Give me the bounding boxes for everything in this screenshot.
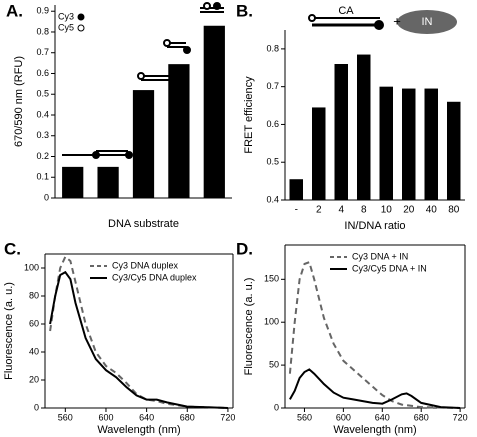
x-tick-label: 8 <box>361 205 367 216</box>
panel-label: C. <box>4 239 21 258</box>
line-series <box>49 270 228 409</box>
bar <box>424 88 438 200</box>
bar <box>334 64 348 200</box>
y-tick-label: 0.3 <box>36 130 49 140</box>
y-tick-label: 0.8 <box>266 43 279 53</box>
bar <box>132 90 155 198</box>
annotation: IN <box>422 16 433 28</box>
y-tick-label: 0.4 <box>36 109 49 119</box>
panel-label: A. <box>6 1 23 20</box>
y-tick-label: 0.6 <box>266 119 279 129</box>
annotation: + <box>393 13 401 28</box>
y-tick-label: 0.7 <box>36 47 49 57</box>
y-tick-label: 0 <box>44 192 49 202</box>
panel-label: B. <box>236 1 253 20</box>
legend-label: Cy3 <box>58 11 74 21</box>
bar <box>168 64 190 198</box>
x-tick-label: 560 <box>58 412 73 422</box>
annotation: CA <box>338 5 354 17</box>
y-tick-label: 80 <box>29 290 39 300</box>
y-axis-label: Fluorescence (a. u.) <box>3 282 15 380</box>
x-tick-label: 560 <box>297 412 312 422</box>
bar <box>402 88 416 200</box>
bar <box>62 166 84 198</box>
x-tick-label: 680 <box>414 412 429 422</box>
x-tick-label: 4 <box>338 205 344 216</box>
x-axis-label: Wavelength (nm) <box>97 424 180 436</box>
y-tick-label: 150 <box>264 274 279 284</box>
y-tick-label: 0.5 <box>36 89 49 99</box>
x-tick-label: 640 <box>139 412 154 422</box>
x-tick-label: 80 <box>448 205 460 216</box>
line-series <box>288 260 461 409</box>
legend-label: Cy3/Cy5 DNA duplex <box>112 272 197 282</box>
bar <box>447 101 461 200</box>
y-tick-label: 100 <box>264 317 279 327</box>
bar <box>357 54 371 200</box>
y-axis-label: FRET efficiency <box>243 76 255 154</box>
y-tick-label: 20 <box>29 374 39 384</box>
x-tick-label: 600 <box>336 412 351 422</box>
x-tick-label: 10 <box>381 205 393 216</box>
x-tick-label: 40 <box>426 205 438 216</box>
y-tick-label: 0.7 <box>266 81 279 91</box>
legend-symbol <box>77 13 85 21</box>
x-tick-label: 2 <box>316 205 322 216</box>
line-series <box>289 368 461 409</box>
y-axis-label: Fluorescence (a. u.) <box>243 278 255 376</box>
legend-label: Cy3 DNA duplex <box>112 260 179 270</box>
legend-symbol <box>77 24 85 32</box>
x-tick-label: 720 <box>220 412 235 422</box>
y-tick-label: 0.5 <box>266 157 279 167</box>
panel-label: D. <box>236 239 253 258</box>
y-tick-label: 0.8 <box>36 26 49 36</box>
line-series <box>49 255 228 409</box>
bar <box>203 25 225 199</box>
y-tick-label: 60 <box>29 318 39 328</box>
x-axis-label: IN/DNA ratio <box>344 220 405 232</box>
x-tick-label: 600 <box>98 412 113 422</box>
bar <box>289 179 303 200</box>
y-tick-label: 50 <box>269 359 279 369</box>
x-tick-label: 640 <box>375 412 390 422</box>
y-tick-label: 0.9 <box>36 6 49 16</box>
y-tick-label: 100 <box>24 262 39 272</box>
bar <box>97 166 119 198</box>
x-axis-label: DNA substrate <box>108 218 179 230</box>
y-axis-label: 670/590 nm (RFU) <box>13 56 25 147</box>
y-tick-label: 0.1 <box>36 172 49 182</box>
y-tick-label: 0.4 <box>266 194 279 204</box>
x-tick-label: - <box>295 205 298 216</box>
y-tick-label: 0.2 <box>36 151 49 161</box>
x-tick-label: 20 <box>403 205 415 216</box>
y-tick-label: 0 <box>274 402 279 412</box>
bar <box>312 107 326 200</box>
legend-label: Cy5 <box>58 22 74 32</box>
legend-label: Cy3 DNA + IN <box>352 251 408 261</box>
bar <box>379 86 393 200</box>
x-axis-label: Wavelength (nm) <box>333 424 416 436</box>
x-tick-label: 720 <box>453 412 468 422</box>
x-tick-label: 680 <box>180 412 195 422</box>
y-tick-label: 0 <box>34 402 39 412</box>
y-tick-label: 40 <box>29 346 39 356</box>
legend-label: Cy3/Cy5 DNA + IN <box>352 263 427 273</box>
y-tick-label: 0.6 <box>36 68 49 78</box>
